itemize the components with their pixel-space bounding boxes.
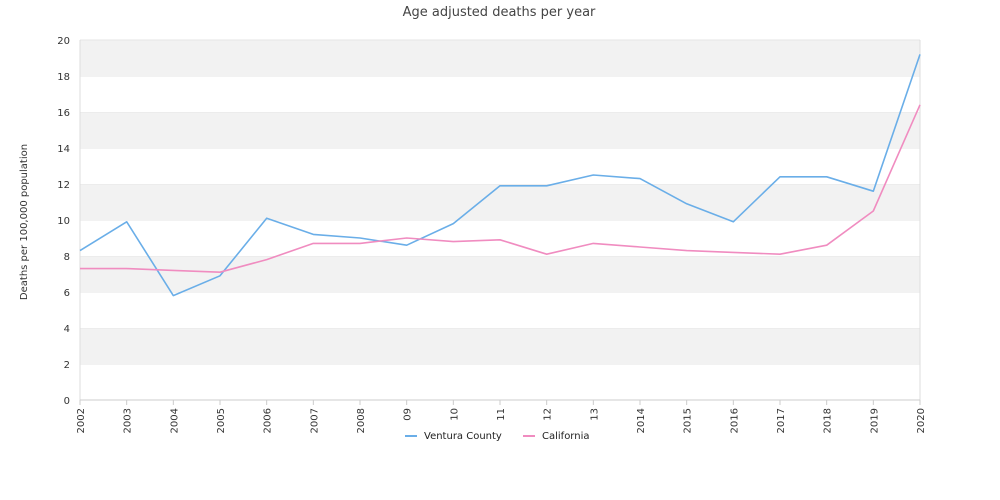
y-axis-title: Deaths per 100,000 population <box>19 144 30 300</box>
y-axis-ticks: 0 2 4 6 8 10 12 14 16 18 20 <box>57 36 70 407</box>
x-tick-label: 2018 <box>823 408 834 433</box>
y-tick-label: 10 <box>57 216 70 227</box>
legend: Ventura County California <box>405 431 590 442</box>
series-line-ventura-county <box>79 54 921 297</box>
x-tick-label: 12 <box>543 408 554 421</box>
x-tick-label: 2019 <box>869 408 880 433</box>
grid-band <box>80 112 920 148</box>
y-tick-label: 14 <box>57 144 70 155</box>
grid-band <box>80 328 920 364</box>
x-tick-label: 11 <box>496 408 507 421</box>
x-tick-label: 2016 <box>729 408 740 433</box>
y-tick-label: 4 <box>64 324 70 335</box>
x-tick-label: 13 <box>589 408 600 421</box>
x-tick-label: 2004 <box>169 408 180 433</box>
grid-band <box>80 292 920 328</box>
y-tick-label: 12 <box>57 180 70 191</box>
legend-label: Ventura County <box>424 431 502 442</box>
x-tick-label: 2005 <box>216 408 227 433</box>
chart-title: Age adjusted deaths per year <box>403 5 596 20</box>
grid-band <box>80 40 920 76</box>
y-tick-label: 20 <box>57 36 70 47</box>
y-tick-label: 16 <box>57 108 70 119</box>
grid-band <box>80 148 920 184</box>
x-tick-label: 2020 <box>916 408 927 433</box>
x-tick-label: 2003 <box>123 408 134 433</box>
x-tick-label: 2015 <box>683 408 694 433</box>
x-axis-ticks: 2002 2003 2004 2005 2006 2007 2008 09 10 11 12 13 20… <box>76 400 927 433</box>
y-tick-label: 6 <box>64 288 70 299</box>
y-tick-label: 8 <box>64 252 70 263</box>
x-tick-label: 2014 <box>636 408 647 433</box>
y-tick-label: 2 <box>64 360 70 371</box>
legend-label: California <box>542 431 590 442</box>
x-tick-label: 2006 <box>263 408 274 433</box>
x-tick-label: 2017 <box>776 408 787 433</box>
x-tick-label: 10 <box>449 408 460 421</box>
x-tick-label: 2007 <box>309 408 320 433</box>
x-tick-label: 2008 <box>356 408 367 433</box>
grid-band <box>80 76 920 112</box>
grid-band <box>80 364 920 400</box>
grid-band <box>80 256 920 292</box>
grid-bands <box>79 39 921 401</box>
grid-band <box>80 220 920 256</box>
grid-band <box>80 184 920 220</box>
y-tick-label: 18 <box>57 72 70 83</box>
x-tick-label: 09 <box>403 408 414 421</box>
x-tick-label: 2002 <box>76 408 87 433</box>
y-tick-label: 0 <box>64 396 70 407</box>
series-line-california <box>80 104 921 274</box>
series-lines <box>79 54 921 297</box>
